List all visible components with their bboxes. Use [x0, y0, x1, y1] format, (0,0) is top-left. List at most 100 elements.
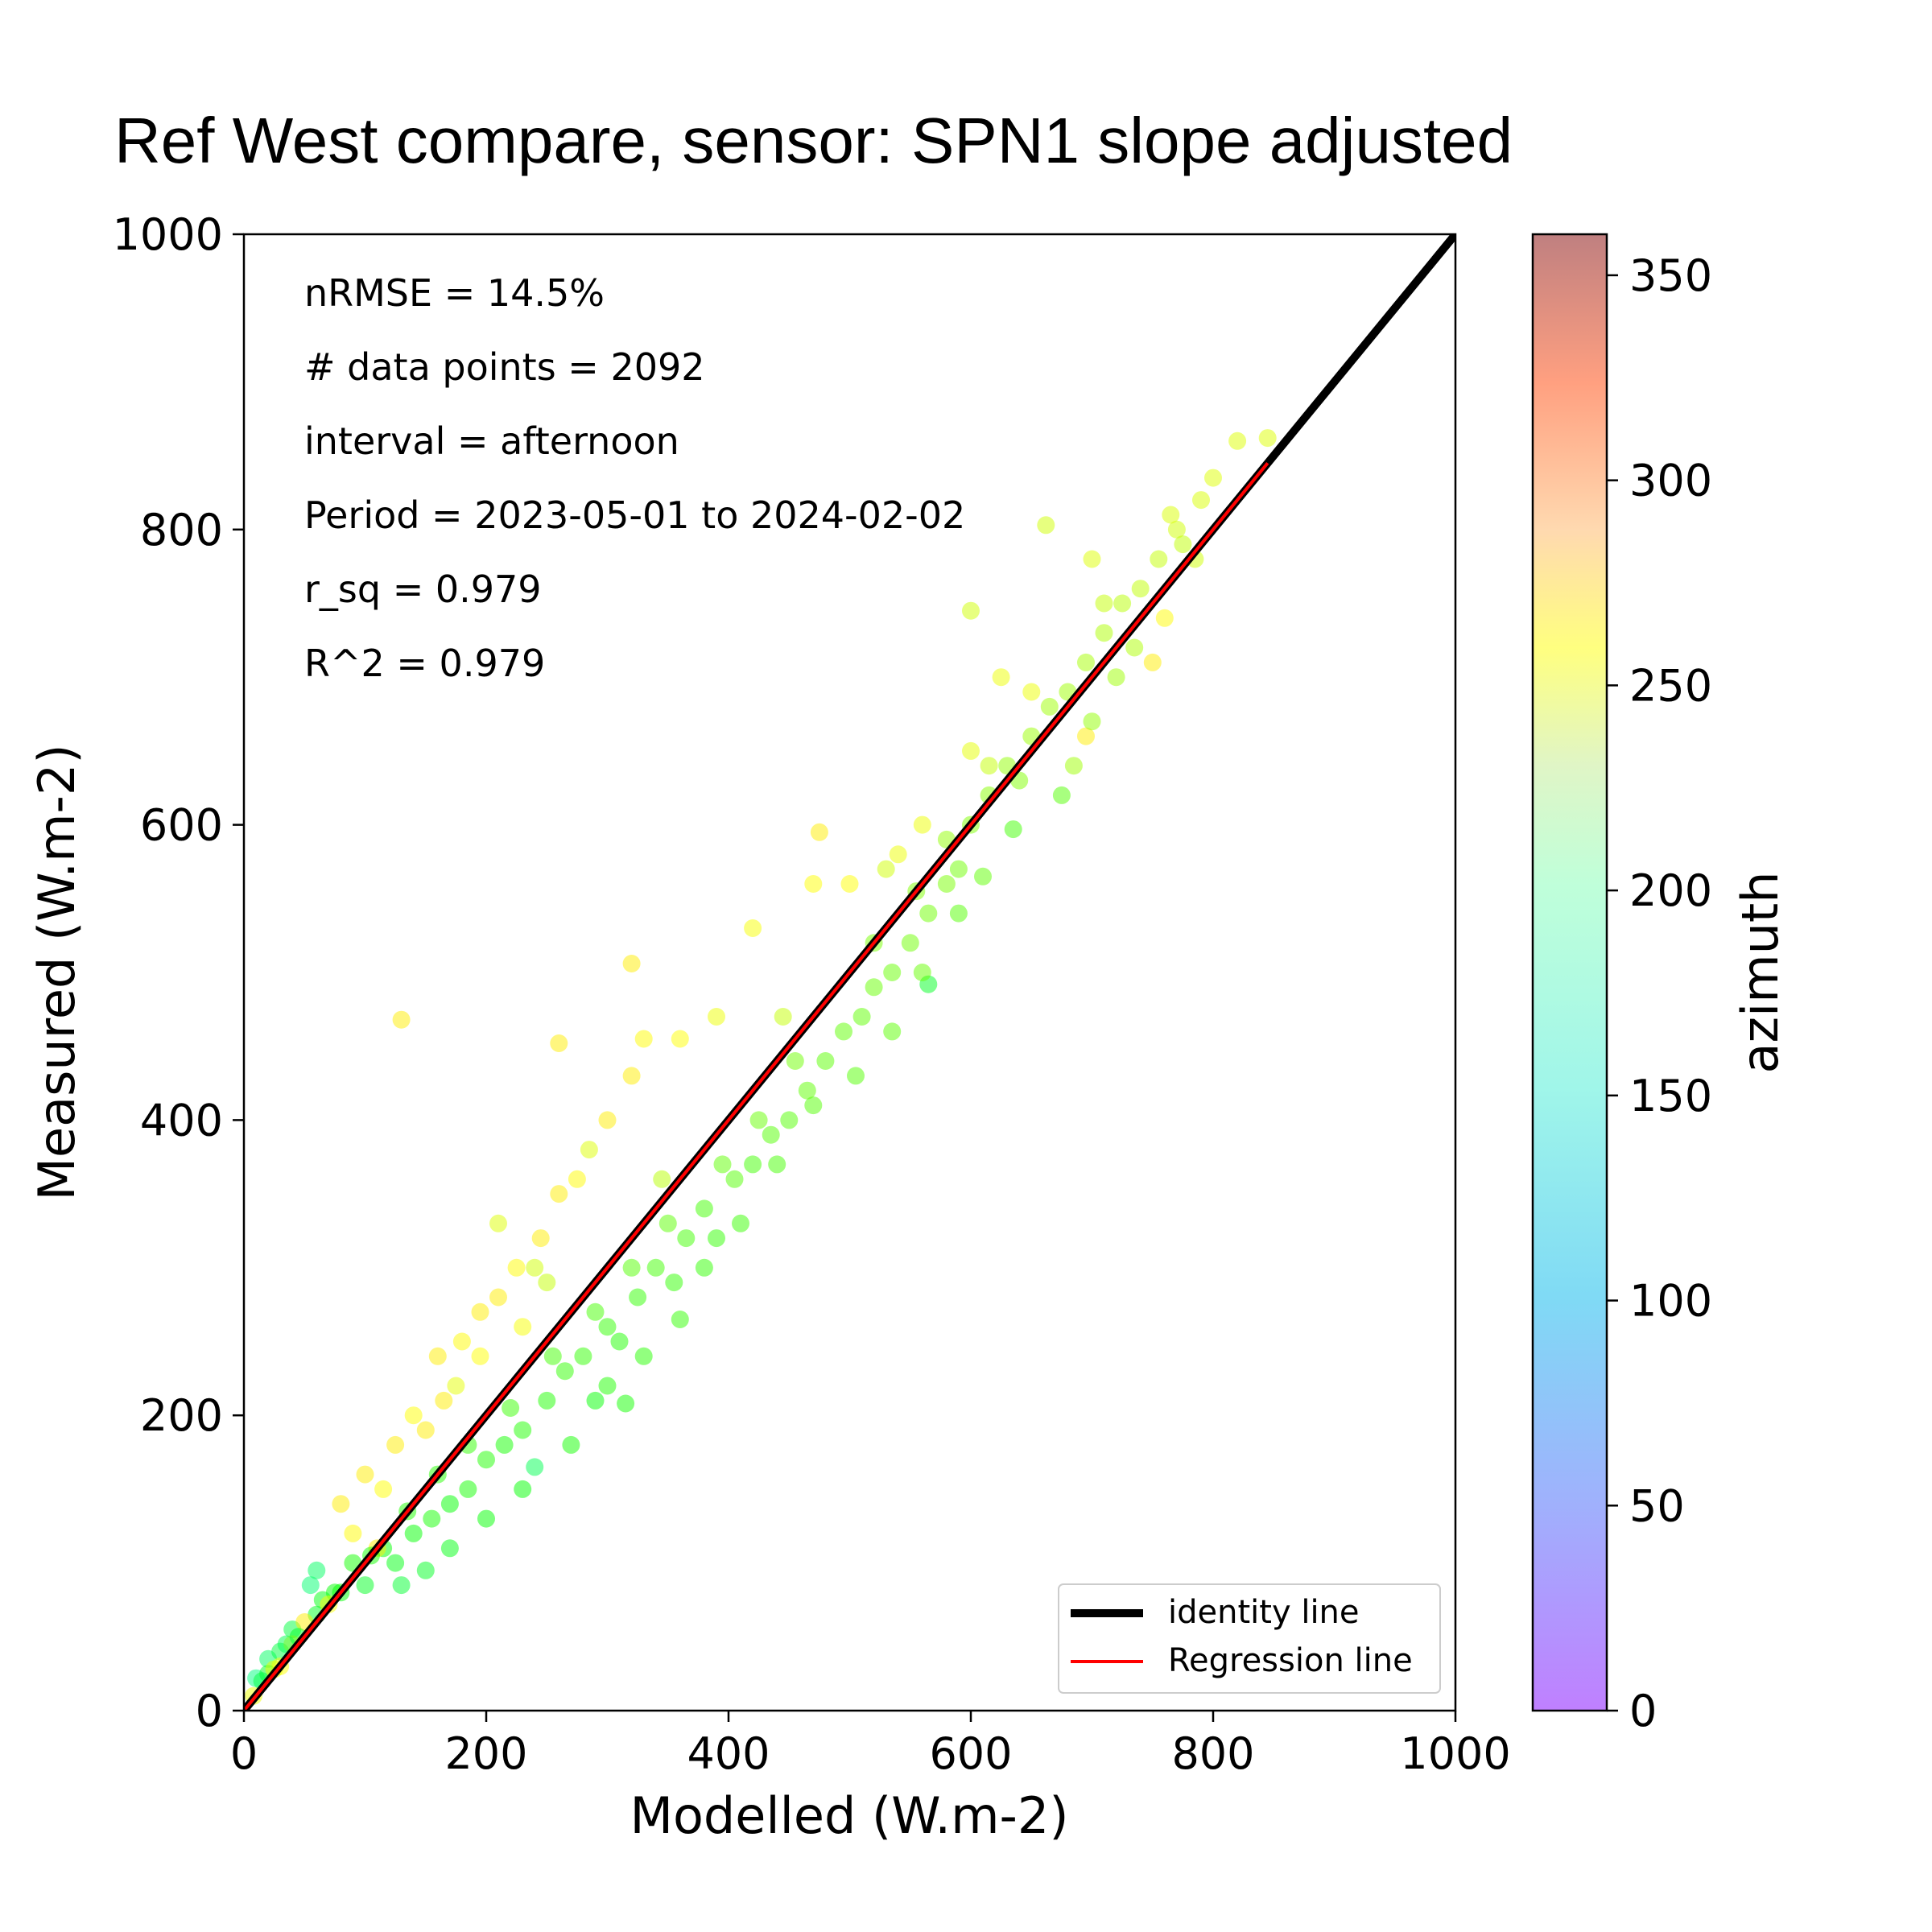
colorbar-tick-label: 50 — [1629, 1480, 1685, 1531]
data-point — [810, 823, 828, 841]
annotation-data-points: # data points = 2092 — [304, 345, 705, 389]
data-point — [301, 1576, 320, 1595]
x-tick-label: 600 — [929, 1728, 1012, 1779]
y-tick-label: 200 — [140, 1390, 223, 1441]
annotation-nrmse: nRMSE = 14.5% — [304, 271, 605, 315]
data-point — [514, 1480, 532, 1498]
data-point — [1131, 580, 1150, 598]
data-point — [356, 1576, 374, 1595]
data-point — [332, 1495, 350, 1513]
data-point — [1258, 429, 1277, 448]
data-point — [1174, 535, 1192, 554]
data-point — [774, 1008, 792, 1026]
data-point — [1167, 520, 1186, 539]
data-point — [1162, 506, 1180, 524]
data-point — [768, 1155, 786, 1174]
data-point — [949, 904, 968, 923]
data-point — [598, 1377, 617, 1395]
data-point — [883, 964, 902, 981]
x-tick-label: 800 — [1171, 1728, 1254, 1779]
y-axis-label: Measured (W.m-2) — [27, 744, 86, 1200]
data-point — [538, 1274, 556, 1292]
colorbar-tick-label: 100 — [1629, 1276, 1712, 1327]
colorbar-tick-label: 150 — [1629, 1071, 1712, 1121]
y-tick-label: 0 — [196, 1686, 223, 1736]
data-point — [550, 1034, 568, 1052]
annotation-period: Period = 2023-05-01 to 2024-02-02 — [304, 493, 965, 537]
data-point — [780, 1111, 799, 1129]
data-point — [1022, 683, 1041, 701]
data-point — [617, 1394, 635, 1413]
data-point — [744, 1155, 762, 1174]
legend-label-identity: identity line — [1168, 1594, 1360, 1631]
data-point — [622, 1258, 641, 1277]
data-point — [708, 1008, 725, 1026]
data-point — [634, 1347, 653, 1365]
data-point — [477, 1509, 495, 1528]
x-axis-ticks: 0 200 400 600 800 1000 — [230, 1711, 1511, 1779]
data-point — [416, 1421, 435, 1439]
data-point — [974, 867, 992, 886]
colorbar-tick-label: 350 — [1629, 250, 1712, 301]
data-point — [507, 1258, 526, 1277]
colorbar-tick-label: 0 — [1629, 1686, 1657, 1736]
data-point — [877, 860, 895, 878]
y-axis-ticks: 0 200 400 600 800 1000 — [113, 209, 244, 1736]
data-point — [840, 875, 859, 893]
data-point — [671, 1311, 689, 1328]
data-point — [992, 668, 1010, 687]
y-tick-label: 600 — [140, 800, 223, 851]
data-point — [901, 934, 919, 952]
data-point — [913, 815, 931, 834]
plot-frame — [242, 233, 1457, 1712]
colorbar-tick-label: 300 — [1629, 456, 1712, 506]
data-point — [495, 1435, 514, 1454]
data-point — [816, 1052, 835, 1070]
colorbar-tick-label: 200 — [1629, 865, 1712, 916]
data-point — [514, 1421, 532, 1439]
scatter-points — [245, 429, 1277, 1705]
data-point — [962, 601, 980, 620]
data-point — [847, 1067, 865, 1085]
data-point — [392, 1576, 411, 1595]
data-point — [1077, 653, 1095, 671]
colorbar-tick-label: 250 — [1629, 660, 1712, 711]
data-point — [634, 1030, 653, 1048]
data-point — [555, 1362, 574, 1381]
data-point — [1077, 727, 1095, 745]
data-point — [913, 964, 931, 981]
data-point — [568, 1170, 586, 1188]
data-point — [562, 1435, 580, 1454]
data-point — [622, 1067, 641, 1085]
data-point — [489, 1214, 507, 1232]
data-point — [962, 741, 980, 760]
x-tick-label: 200 — [444, 1728, 527, 1779]
data-point — [653, 1170, 671, 1188]
data-point — [695, 1258, 713, 1277]
data-point — [804, 1096, 823, 1115]
data-point — [598, 1111, 617, 1129]
data-point — [732, 1214, 749, 1232]
y-tick-label: 1000 — [113, 209, 223, 260]
data-point — [1064, 757, 1083, 775]
data-point — [531, 1229, 550, 1248]
data-point — [865, 978, 883, 997]
data-point — [708, 1229, 725, 1248]
data-point — [835, 1022, 852, 1041]
data-point — [1037, 516, 1055, 535]
data-point — [713, 1155, 732, 1174]
x-tick-label: 400 — [687, 1728, 770, 1779]
colorbar-label: azimuth — [1731, 871, 1790, 1073]
regression-line — [244, 462, 1269, 1711]
data-point — [677, 1229, 696, 1248]
data-point — [392, 1010, 411, 1029]
data-point — [883, 1022, 902, 1041]
data-point — [428, 1347, 447, 1365]
data-point — [1004, 820, 1022, 839]
stats-annotations: nRMSE = 14.5% # data points = 2092 inter… — [304, 271, 965, 685]
data-point — [762, 1125, 780, 1144]
data-point — [586, 1302, 605, 1321]
data-point — [798, 1081, 816, 1100]
data-point — [804, 875, 823, 893]
